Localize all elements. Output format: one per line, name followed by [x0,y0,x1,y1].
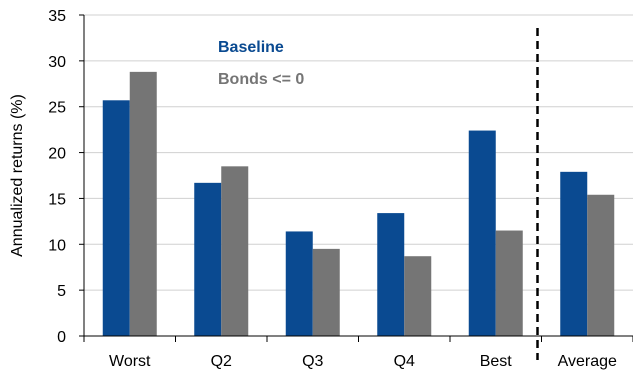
y-tick-label: 35 [48,8,66,25]
bar-baseline-worst [102,100,130,337]
legend: Baseline Bonds <= 0 [218,39,304,88]
y-tick-label: 10 [48,237,66,254]
x-tick-label: Q2 [211,353,232,370]
bar-baseline-q2 [194,182,222,336]
bar-baseline-average [560,171,588,336]
x-tick-label: Best [480,353,513,370]
x-tick-labels: Worst Q2 Q3 Q4 Best Average [109,353,617,370]
y-tick-label: 0 [57,329,66,346]
y-tick-label: 5 [57,283,66,300]
x-tick-label: Worst [109,353,151,370]
x-tick-label: Q3 [302,353,323,370]
y-tick-labels: 0 5 10 15 20 25 30 35 [48,8,66,346]
bar-baseline-q4 [377,213,405,336]
bar-bonds-q2 [221,166,249,336]
y-tick-label: 30 [48,54,66,71]
y-tick-label: 15 [48,191,66,208]
x-tick-label: Q4 [394,353,415,370]
axes [79,14,633,342]
y-axis-label: Annualized returns (%) [9,94,26,257]
legend-baseline: Baseline [218,39,284,56]
bar-bonds-worst [129,71,157,336]
bar-bonds-best [495,230,523,336]
x-tick-label: Average [558,353,617,370]
bar-bonds-q3 [312,248,340,336]
bar-bonds-q4 [404,256,432,336]
bar-baseline-best [468,130,496,336]
bar-bonds-average [587,194,615,336]
y-tick-label: 20 [48,146,66,163]
y-tick-label: 25 [48,100,66,117]
bar-baseline-q3 [285,231,313,336]
gridlines [84,14,633,291]
bars [102,71,615,337]
legend-bonds-le-0: Bonds <= 0 [218,71,304,88]
